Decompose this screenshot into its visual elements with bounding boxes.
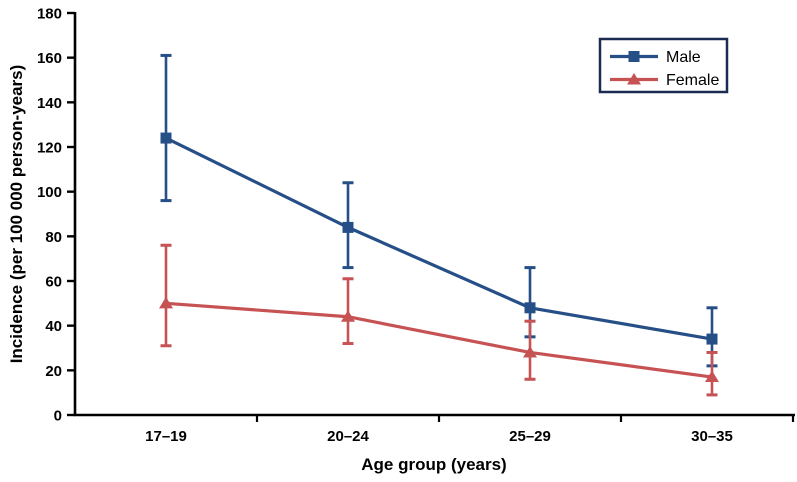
x-tick-label: 17–19 <box>145 428 187 445</box>
y-tick-label: 100 <box>37 184 62 201</box>
legend-male-marker <box>628 51 640 62</box>
x-axis-title: Age group (years) <box>361 455 507 474</box>
x-tick-label: 25–29 <box>509 428 551 445</box>
y-tick-label: 40 <box>45 318 62 335</box>
male-marker <box>342 221 354 233</box>
male-marker <box>706 333 718 345</box>
female-marker <box>523 345 537 358</box>
legend-female-label: Female <box>666 72 719 89</box>
y-tick-label: 120 <box>37 140 62 157</box>
y-tick-label: 160 <box>37 50 62 67</box>
y-tick-label: 180 <box>37 6 62 23</box>
y-axis-title: Incidence (per 100 000 person-years) <box>7 64 26 364</box>
female-marker <box>159 296 173 309</box>
legend-box <box>598 37 729 94</box>
y-tick-label: 140 <box>37 95 62 112</box>
y-tick-label: 20 <box>45 363 62 380</box>
y-tick-label: 0 <box>54 408 62 425</box>
female-marker <box>705 370 719 383</box>
x-tick-label: 20–24 <box>327 428 369 445</box>
legend-female-marker <box>627 73 641 85</box>
male-marker <box>524 302 536 314</box>
y-tick-label: 60 <box>45 274 62 291</box>
female-line <box>165 301 713 379</box>
x-tick-label: 30–35 <box>691 428 733 445</box>
y-tick-label: 80 <box>45 229 62 246</box>
female-marker <box>341 310 355 322</box>
legend-male-label: Male <box>666 49 701 66</box>
male-line <box>165 136 713 341</box>
legend: Male Female <box>598 37 729 94</box>
male-marker <box>160 132 172 144</box>
